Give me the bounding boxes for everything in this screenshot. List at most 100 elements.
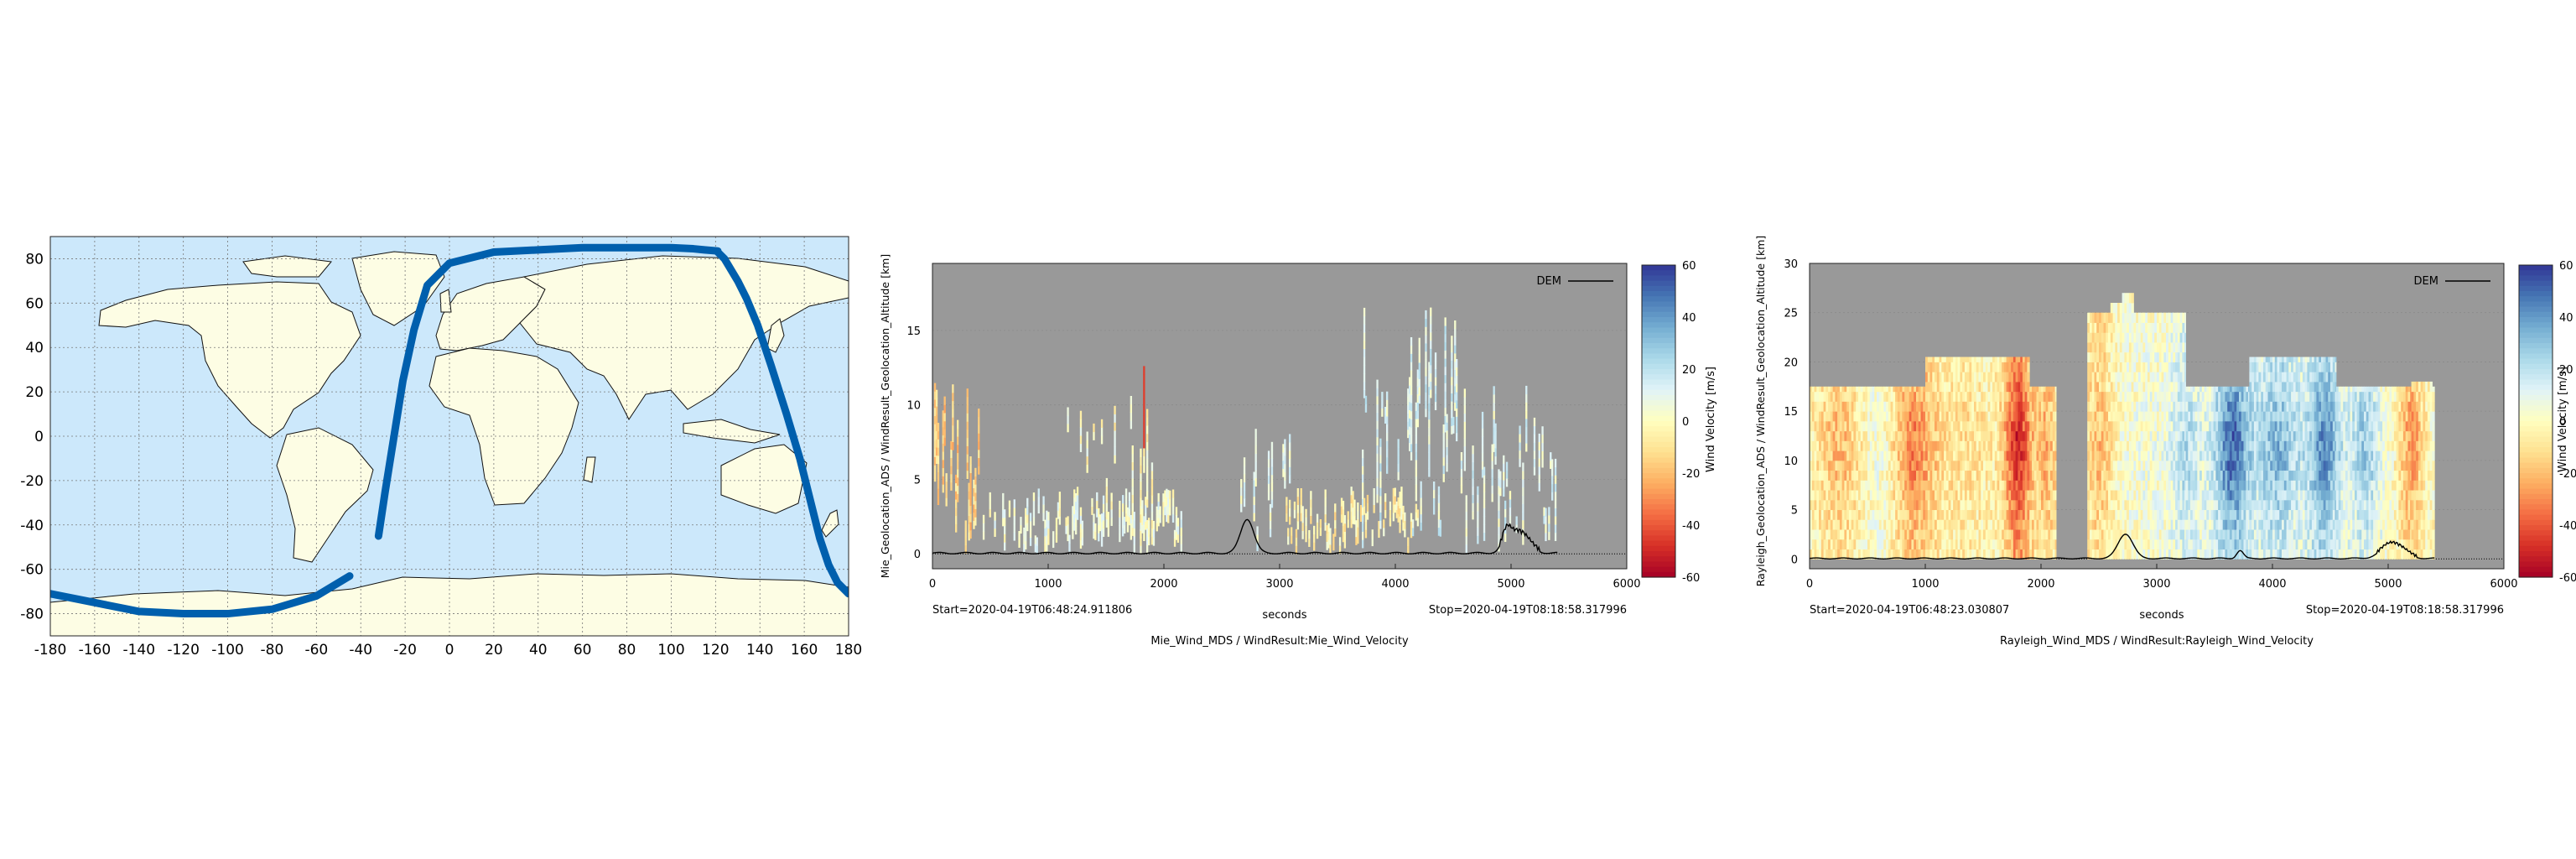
rayleigh-cell-1380	[1839, 490, 1843, 501]
rayleigh-cell-1349	[1835, 440, 1838, 451]
mie-cell-326	[1122, 495, 1124, 504]
mie-cell-455	[1166, 505, 1168, 514]
mie-cell-530	[1282, 444, 1285, 453]
rayleigh-cell-2413	[1964, 391, 1968, 402]
rayleigh-cell-3556	[2119, 539, 2123, 550]
rayleigh-cell-4383	[2197, 529, 2200, 540]
rayleigh-cell-4377	[2194, 411, 2198, 422]
rayleigh-cell-3216	[2087, 401, 2090, 412]
rayleigh-cell-4643	[2229, 450, 2233, 461]
rayleigh-cell-2900	[2018, 357, 2021, 362]
mie-cell-802	[1410, 353, 1413, 362]
rayleigh-cell-2401	[1964, 509, 1968, 520]
mie-cell-545	[1289, 450, 1291, 460]
mie-cell-880	[1430, 315, 1432, 325]
rayleigh-cell-1595	[1867, 499, 1871, 511]
rayleigh-cell-1712	[1881, 411, 1884, 422]
rayleigh-cell-2993	[2029, 470, 2033, 481]
mie-cell-710	[1379, 471, 1382, 480]
rayleigh-cell-1728	[1883, 430, 1887, 441]
mie-cell-114	[973, 520, 975, 529]
rayleigh-cell-3398	[2103, 332, 2106, 343]
rayleigh-cell-3098	[2043, 499, 2047, 511]
mie-cell-732	[1386, 408, 1389, 417]
rayleigh-cell-3843	[2145, 529, 2148, 540]
rayleigh-cell-1359	[1837, 519, 1841, 530]
mie-cell-463	[1169, 498, 1171, 508]
rayleigh-cell-4179	[2175, 420, 2179, 432]
rayleigh-cell-4735	[2241, 430, 2244, 441]
mie-cell-70	[955, 482, 958, 492]
rayleigh-cell-4025	[2161, 460, 2164, 471]
rayleigh-cell-3347	[2099, 341, 2102, 353]
mie-cell-887	[1434, 393, 1437, 403]
rayleigh-cell-3046	[2036, 480, 2039, 491]
rayleigh-cell-1745	[1886, 440, 1889, 451]
rayleigh-cell-4606	[2225, 460, 2228, 471]
rayleigh-cell-1721	[1883, 499, 1887, 511]
rayleigh-cell-3998	[2158, 480, 2163, 491]
mie-cell-685	[1373, 496, 1375, 505]
mie-cell-214	[1058, 516, 1062, 525]
rayleigh-cell-4546	[2218, 519, 2221, 530]
rayleigh-cell-1342	[1835, 509, 1838, 520]
mie-cell-565	[1300, 496, 1302, 505]
mie-cell-980	[1465, 536, 1467, 545]
rayleigh-cell-4541	[2215, 391, 2219, 402]
mie-cell-190	[1037, 488, 1040, 497]
rayleigh-cell-1453	[1848, 480, 1852, 491]
rayleigh-cell-4681	[2234, 430, 2237, 441]
rayleigh-cell-2160	[1936, 401, 1940, 412]
rayleigh-cell-4488	[2209, 386, 2212, 393]
rayleigh-cell-1978	[1916, 450, 1919, 461]
rayleigh-cell-1533	[1858, 401, 1862, 412]
rayleigh-cell-4293	[2185, 529, 2189, 540]
mie-cell-155	[1013, 532, 1015, 541]
rayleigh-cell-1753	[1888, 539, 1892, 550]
rayleigh-cell-3763	[2136, 332, 2139, 343]
rayleigh-cell-2667	[1992, 372, 1996, 383]
rayleigh-cell-2567	[1983, 529, 1987, 540]
rayleigh-cell-2747	[2002, 411, 2005, 422]
rayleigh-cell-1828	[1897, 509, 1901, 520]
rayleigh-cell-4607	[2225, 450, 2228, 461]
rayleigh-cell-2047	[1925, 480, 1929, 491]
rayleigh-cell-3209	[2087, 470, 2090, 481]
rayleigh-cell-4466	[2206, 420, 2210, 432]
rayleigh-cell-2868	[2015, 460, 2018, 471]
mie-cell-700	[1376, 388, 1379, 397]
rayleigh-cell-1870	[1902, 450, 1905, 461]
rayleigh-cell-1155	[1810, 401, 1813, 412]
rayleigh-cell-1351	[1835, 420, 1838, 432]
mie-cell-1022	[1491, 468, 1493, 478]
mie-cell-1135	[1554, 492, 1557, 501]
mie-cell-548	[1289, 516, 1291, 525]
rayleigh-cell-4511	[2213, 509, 2216, 520]
rayleigh-cell-2712	[1999, 549, 2002, 560]
rayleigh-cell-4045	[2163, 509, 2167, 520]
mie-colorbar-step-1	[1642, 270, 1675, 276]
rayleigh-cell-2420	[1966, 529, 1970, 540]
rayleigh-cell-1957	[1914, 480, 1917, 491]
rayleigh-cell-2107	[1932, 509, 1935, 520]
rayleigh-cell-3794	[2140, 519, 2143, 530]
rayleigh-cell-4277	[2184, 440, 2186, 451]
rayleigh-cell-2928	[2022, 490, 2026, 501]
mie-cell-1085	[1522, 462, 1524, 471]
mie-colorbar-label: Wind Velocity [m/s]	[1705, 367, 1717, 472]
rayleigh-cell-1357	[1837, 539, 1841, 550]
rayleigh-cell-4120	[2170, 509, 2174, 520]
mie-cell-1048	[1498, 469, 1500, 478]
rayleigh-cell-2403	[1964, 490, 1968, 501]
rayleigh-cell-3334	[2099, 470, 2102, 481]
mie-cell-123	[974, 492, 977, 502]
rayleigh-cell-2425	[1966, 480, 1970, 491]
rayleigh-cell-2327	[1955, 411, 1959, 422]
rayleigh-cell-2376	[1962, 549, 1966, 560]
rayleigh-cell-4429	[2201, 430, 2205, 441]
rayleigh-cell-3629	[2124, 341, 2127, 353]
mie-cell-840	[1420, 506, 1422, 515]
rayleigh-cell-4614	[2225, 386, 2228, 393]
rayleigh-cell-1406	[1841, 411, 1845, 422]
rayleigh-cell-4369	[2194, 490, 2198, 501]
